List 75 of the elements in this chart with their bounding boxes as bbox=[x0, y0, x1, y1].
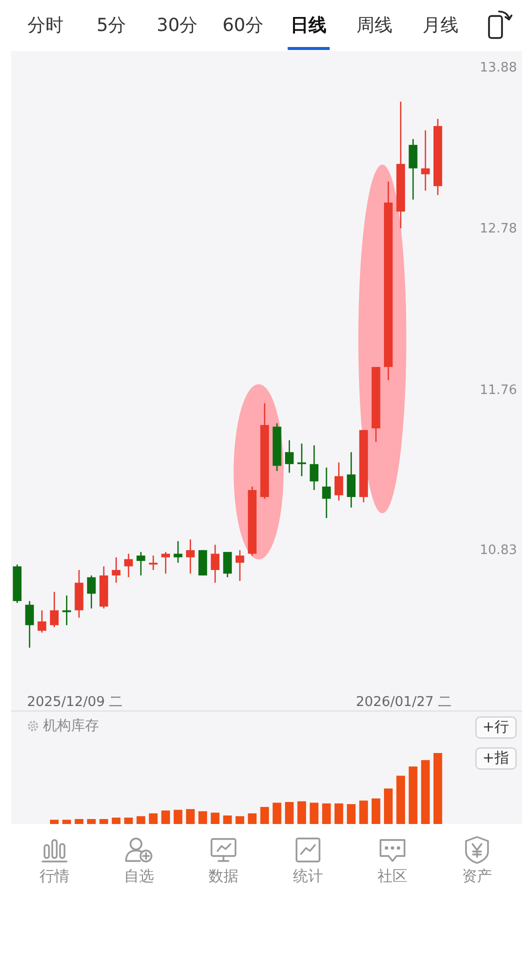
bar bbox=[359, 800, 368, 824]
bar bbox=[285, 802, 294, 824]
bar bbox=[372, 798, 380, 824]
chart-title: 机构库存 bbox=[43, 718, 99, 734]
candlestick bbox=[136, 551, 146, 576]
bar bbox=[161, 810, 170, 824]
text: 资产 bbox=[462, 867, 492, 885]
candlestick bbox=[310, 444, 318, 491]
bar bbox=[248, 813, 257, 824]
text: 行情 bbox=[40, 867, 70, 885]
bar bbox=[297, 801, 306, 824]
text: 分时 bbox=[28, 14, 64, 36]
text: 30分 bbox=[156, 14, 198, 36]
bar bbox=[99, 819, 108, 824]
candlestick bbox=[285, 440, 294, 474]
candlestick bbox=[322, 466, 331, 519]
bar bbox=[421, 760, 430, 824]
bar bbox=[346, 804, 356, 824]
candlestick bbox=[421, 130, 430, 192]
bar bbox=[433, 753, 442, 824]
bar bbox=[87, 819, 96, 824]
annotation: 2025/12/09 二 bbox=[27, 694, 124, 710]
candlestick bbox=[148, 554, 158, 571]
text: 60分 bbox=[222, 14, 264, 36]
text: +指 bbox=[482, 750, 510, 766]
candlestick bbox=[50, 591, 59, 628]
annotation: 2026/01/27 二 bbox=[356, 694, 452, 710]
bar bbox=[396, 776, 406, 824]
bar bbox=[198, 811, 208, 824]
bar bbox=[50, 820, 59, 824]
text: 自选 bbox=[124, 867, 154, 885]
text: +行 bbox=[482, 720, 510, 736]
text: 社区 bbox=[378, 867, 408, 885]
candlestick bbox=[112, 556, 120, 584]
candlestick bbox=[346, 451, 356, 508]
bar bbox=[174, 810, 182, 824]
y-tick-label: 10.83 bbox=[480, 542, 517, 558]
candlestick bbox=[186, 538, 195, 574]
bar bbox=[384, 788, 393, 824]
candlestick bbox=[124, 553, 133, 578]
text: 5分 bbox=[96, 14, 126, 36]
text: 月线 bbox=[422, 14, 458, 36]
bar bbox=[223, 815, 232, 824]
bar bbox=[408, 766, 418, 824]
bar bbox=[62, 820, 71, 824]
candlestick bbox=[334, 462, 344, 502]
text: 周线 bbox=[356, 14, 392, 36]
y-tick-label: 13.88 bbox=[480, 60, 517, 76]
candlestick bbox=[210, 544, 220, 584]
bar bbox=[136, 816, 146, 824]
candlestick bbox=[25, 600, 34, 648]
candlestick bbox=[38, 610, 46, 634]
bar bbox=[148, 813, 158, 824]
y-tick-label: 12.78 bbox=[480, 220, 517, 236]
bar bbox=[322, 803, 331, 824]
bar bbox=[74, 819, 84, 824]
bar bbox=[186, 809, 195, 824]
y-tick-label: 11.76 bbox=[480, 382, 517, 398]
text: 统计 bbox=[293, 867, 323, 885]
candlestick bbox=[223, 551, 232, 578]
bar bbox=[272, 802, 282, 824]
text: 数据 bbox=[208, 867, 238, 885]
candlestick bbox=[161, 551, 170, 574]
bar bbox=[310, 802, 318, 824]
candlestick bbox=[236, 549, 244, 582]
bar bbox=[236, 816, 244, 824]
candlestick bbox=[87, 574, 96, 610]
bar bbox=[112, 818, 120, 824]
bar bbox=[260, 806, 269, 824]
text: 日线 bbox=[290, 14, 327, 36]
bar bbox=[124, 818, 133, 824]
bar bbox=[334, 803, 344, 824]
candlestick bbox=[174, 540, 182, 564]
candlestick bbox=[408, 138, 418, 200]
bar bbox=[210, 812, 220, 824]
